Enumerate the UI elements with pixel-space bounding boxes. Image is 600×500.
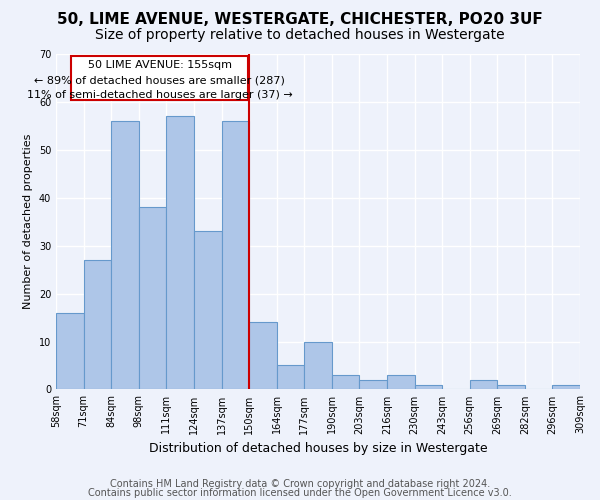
Bar: [56, 313, 83, 390]
Bar: [387, 375, 415, 390]
Bar: [497, 384, 525, 390]
Bar: [139, 208, 166, 390]
Bar: [71, 56, 248, 100]
Bar: [166, 116, 194, 390]
Bar: [111, 121, 139, 390]
Bar: [359, 380, 387, 390]
Bar: [304, 342, 332, 390]
Bar: [221, 121, 249, 390]
Text: 50, LIME AVENUE, WESTERGATE, CHICHESTER, PO20 3UF: 50, LIME AVENUE, WESTERGATE, CHICHESTER,…: [57, 12, 543, 28]
X-axis label: Distribution of detached houses by size in Westergate: Distribution of detached houses by size …: [149, 442, 487, 455]
Bar: [194, 232, 221, 390]
Bar: [415, 384, 442, 390]
Text: Size of property relative to detached houses in Westergate: Size of property relative to detached ho…: [95, 28, 505, 42]
Bar: [277, 366, 304, 390]
Bar: [249, 322, 277, 390]
Text: 11% of semi-detached houses are larger (37) →: 11% of semi-detached houses are larger (…: [26, 90, 292, 100]
Bar: [553, 384, 580, 390]
Bar: [83, 260, 111, 390]
Bar: [332, 375, 359, 390]
Text: ← 89% of detached houses are smaller (287): ← 89% of detached houses are smaller (28…: [34, 76, 285, 86]
Bar: [470, 380, 497, 390]
Y-axis label: Number of detached properties: Number of detached properties: [23, 134, 34, 310]
Text: Contains HM Land Registry data © Crown copyright and database right 2024.: Contains HM Land Registry data © Crown c…: [110, 479, 490, 489]
Text: Contains public sector information licensed under the Open Government Licence v3: Contains public sector information licen…: [88, 488, 512, 498]
Text: 50 LIME AVENUE: 155sqm: 50 LIME AVENUE: 155sqm: [88, 60, 232, 70]
